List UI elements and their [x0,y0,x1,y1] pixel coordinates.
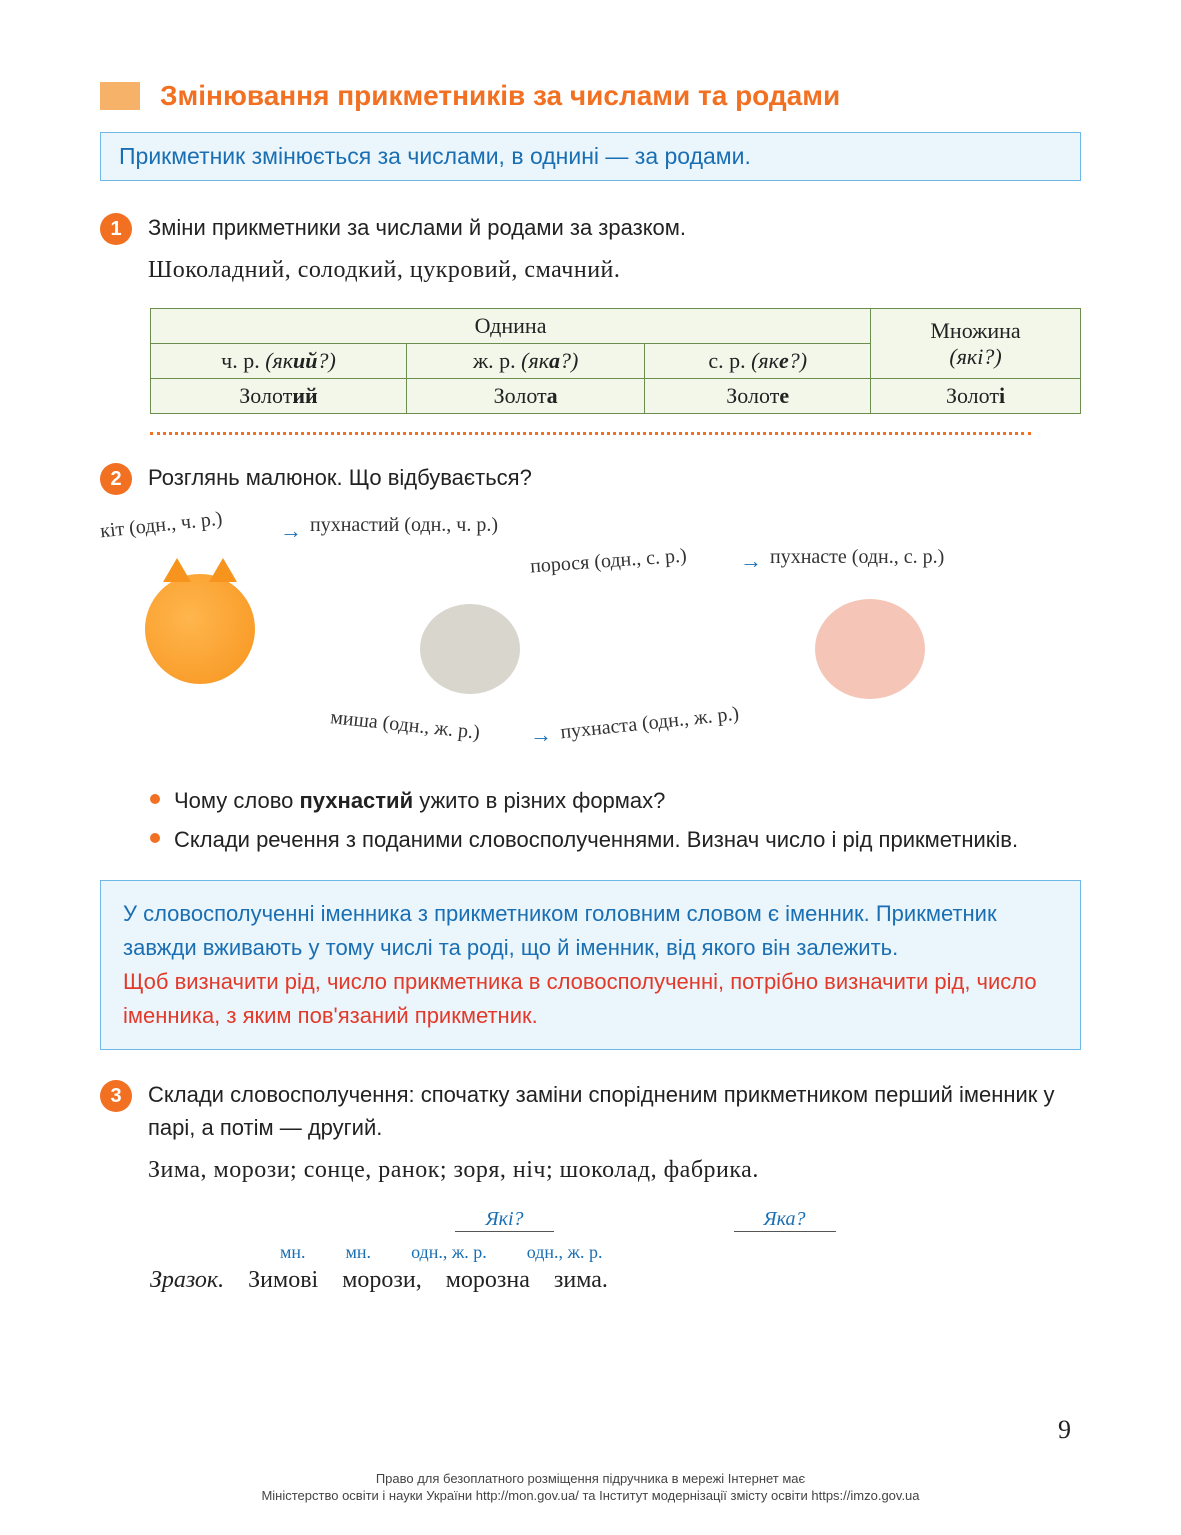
sample-label: Зразок. [150,1267,224,1294]
label-mouse-adj: пухнаста (одн., ж. р.) [559,703,740,745]
footer-line1: Право для безоплатного розміщення підруч… [0,1471,1181,1488]
ex2-instruction: Розглянь малюнок. Що відбувається? [148,461,1081,494]
table-col-neut: с. р. (яке?) [645,344,871,379]
exercise-number-1: 1 [100,213,132,245]
exercise-3: 3 Склади словосполучення: спочатку замін… [100,1078,1081,1196]
page-title: Змінювання прикметників за числами та ро… [160,80,840,112]
table-head-singular: Однина [151,309,871,344]
ex1-words: Шоколадний, солодкий, цукровий, смачний. [148,252,1081,288]
table-cell-masc: Золотий [151,379,407,414]
table-col-fem: ж. р. (яка?) [406,344,644,379]
ex1-instruction: Зміни прикметники за числами й родами за… [148,211,1081,244]
sample-box: Які? Яка? мн. мн. одн., ж. р. одн., ж. р… [150,1208,1081,1294]
table-cell-neut: Золоте [645,379,871,414]
table-head-plural: Множина (які?) [871,309,1081,379]
arrow-icon: → [530,722,552,748]
title-accent [100,82,140,110]
pig-illustration [800,584,940,714]
sample-g1: мн. [280,1242,306,1263]
label-pig-adj: пухнасте (одн., с. р.) [770,546,944,569]
sample-g3: одн., ж. р. [411,1242,487,1263]
label-cat: кіт (одн., ч. р.) [99,508,223,544]
ex1-table-wrap: Однина Множина (які?) ч. р. (який?) ж. р… [150,308,1081,414]
ex3-instruction: Склади словосполучення: спочатку заміни … [148,1078,1081,1144]
table-cell-plural: Золоті [871,379,1081,414]
table-col-masc: ч. р. (який?) [151,344,407,379]
exercise-number-2: 2 [100,463,132,495]
info-box: У словосполученні іменника з прикметнико… [100,880,1081,1050]
info-p1: У словосполученні іменника з прикметнико… [123,897,1058,965]
exercise-number-3: 3 [100,1080,132,1112]
cat-illustration [130,564,270,694]
ex2-question-1: Чому слово пухнастий ужито в різних форм… [150,784,1081,817]
mouse-illustration [400,584,540,714]
footer: Право для безоплатного розміщення підруч… [0,1471,1181,1505]
ex2-questions: Чому слово пухнастий ужито в різних форм… [150,784,1081,856]
plural-label: Множина [930,318,1020,343]
footer-line2: Міністерство освіти і науки України http… [0,1488,1181,1505]
sample-g4: одн., ж. р. [527,1242,603,1263]
sample-g2: мн. [346,1242,372,1263]
rule-text: Прикметник змінюється за числами, в одни… [119,143,751,169]
animal-diagram: кіт (одн., ч. р.) → пухнастий (одн., ч. … [100,514,1081,764]
title-bar: Змінювання прикметників за числами та ро… [100,80,1081,112]
dotted-separator [150,432,1031,435]
rule-box: Прикметник змінюється за числами, в одни… [100,132,1081,181]
ex2-question-2: Склади речення з поданими словосполученн… [150,823,1081,856]
adjective-table: Однина Множина (які?) ч. р. (який?) ж. р… [150,308,1081,414]
exercise-2: 2 Розглянь малюнок. Що відбувається? [100,461,1081,502]
exercise-1: 1 Зміни прикметники за числами й родами … [100,211,1081,296]
sample-w2: морози, [342,1267,422,1294]
label-pig: порося (одн., с. р.) [529,545,687,579]
page-number: 9 [1058,1415,1071,1445]
sample-w4: зима. [554,1267,608,1294]
label-cat-adj: пухнастий (одн., ч. р.) [310,514,498,537]
sample-w3: морозна [446,1267,530,1294]
arrow-icon: → [740,548,762,574]
arrow-icon: → [280,518,302,544]
ex3-pairs: Зима, морози; сонце, ранок; зоря, ніч; ш… [148,1152,1081,1188]
plural-question: (які?) [949,344,1001,369]
sample-q1: Які? [455,1208,553,1232]
sample-q2: Яка? [734,1208,836,1232]
info-p2: Щоб визначити рід, число прикметника в с… [123,965,1058,1033]
sample-w1: Зимові [248,1267,318,1294]
table-cell-fem: Золота [406,379,644,414]
